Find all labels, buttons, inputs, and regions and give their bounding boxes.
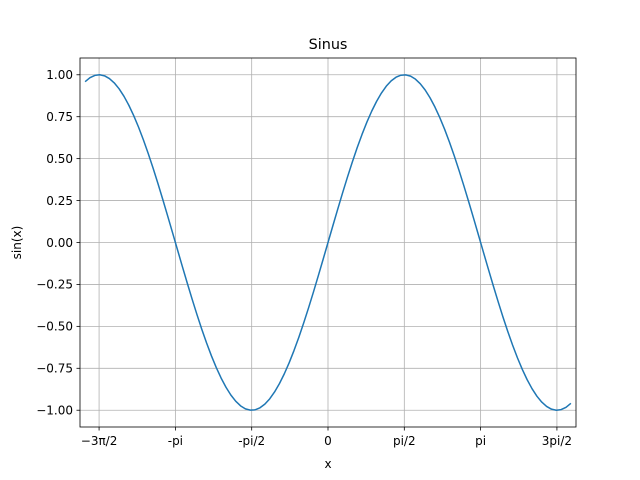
sine-curve [84, 74, 572, 411]
y-tick-label: 1.00 [46, 68, 73, 82]
y-tick-label: 0.25 [46, 194, 73, 208]
series-layer [84, 74, 572, 411]
x-axis-ticks: −3π/2 -pi -pi/2 0 pi/2 pi 3pi/2 [81, 427, 572, 448]
y-tick-label: 0.75 [46, 110, 73, 124]
y-tick-label: −0.25 [36, 278, 73, 292]
y-tick-label: −0.75 [36, 362, 73, 376]
x-tick-label: 0 [324, 434, 332, 448]
x-tick-label: -pi [168, 434, 183, 448]
y-axis-ticks: 1.00 0.75 0.50 0.25 0.00 −0.25 −0.50 −0.75 −1.00 [36, 68, 80, 418]
y-tick-label: −0.50 [36, 320, 73, 334]
y-tick-label: 0.00 [46, 236, 73, 250]
x-tick-label: pi [475, 434, 486, 448]
y-axis-label: sin(x) [10, 226, 24, 260]
x-tick-label: 3pi/2 [542, 434, 572, 448]
chart-title: Sinus [309, 37, 348, 53]
y-tick-label: −1.00 [36, 404, 73, 418]
x-axis-label: x [324, 457, 331, 471]
x-tick-label: -pi/2 [238, 434, 265, 448]
y-tick-label: 0.50 [46, 152, 73, 166]
x-tick-label: pi/2 [393, 434, 416, 448]
x-tick-label: −3π/2 [81, 434, 118, 448]
